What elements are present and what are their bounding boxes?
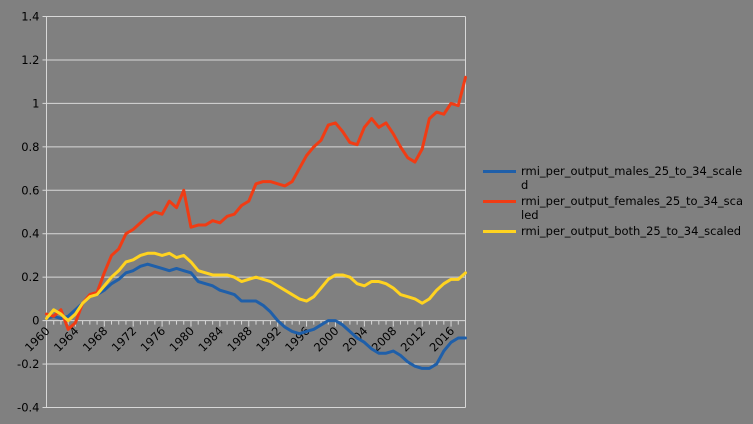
series-line-1: [45, 75, 467, 331]
plot-area-background: [46, 16, 466, 408]
y-tick-label-6: 0.2: [21, 270, 39, 284]
legend-entry-1[interactable]: rmi_per_output_females_25_to_34_scaled: [483, 194, 753, 222]
legend-label-2: rmi_per_output_both_25_to_34_scaled: [521, 224, 742, 238]
y-tick-label-3: 0.8: [21, 140, 39, 154]
legend-swatch-2: [483, 230, 516, 233]
y-tick-label-0: 1.4: [21, 10, 39, 24]
y-tick-label-7: 0: [32, 314, 39, 328]
series-line-2: [45, 251, 467, 323]
y-tick-label-1: 1.2: [21, 53, 39, 67]
y-tick-label-2: 1: [32, 96, 39, 110]
legend-swatch-0: [483, 170, 516, 173]
y-tick-label-5: 0.4: [21, 227, 39, 241]
legend-entry-2[interactable]: rmi_per_output_both_25_to_34_scaled: [483, 224, 753, 238]
legend-entry-0[interactable]: rmi_per_output_males_25_to_34_scaled: [483, 164, 753, 192]
legend-label-1: rmi_per_output_females_25_to_34_scaled: [521, 194, 744, 222]
legend-swatch-1: [483, 200, 516, 203]
y-tick-label-4: 0.6: [21, 183, 39, 197]
legend-label-0: rmi_per_output_males_25_to_34_scaled: [521, 164, 743, 192]
chart-legend: rmi_per_output_males_25_to_34_scaled rmi_…: [483, 164, 753, 240]
y-tick-label-8: -0.2: [17, 357, 39, 371]
series-line-0: [45, 262, 467, 370]
y-tick-label-9: -0.4: [17, 401, 39, 415]
